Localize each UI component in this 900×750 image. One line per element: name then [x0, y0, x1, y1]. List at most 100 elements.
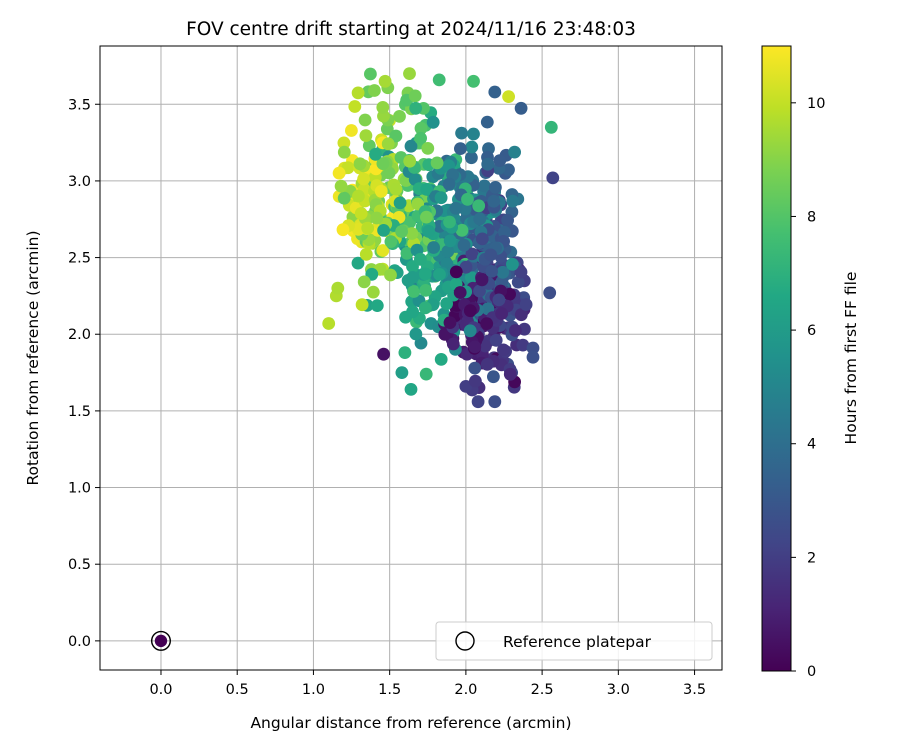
data-point — [334, 179, 348, 193]
data-points — [322, 67, 560, 409]
data-point — [393, 110, 406, 123]
data-point — [351, 86, 365, 100]
colorbar-ticks: 0 2 4 6 8 10 — [791, 96, 825, 680]
data-point — [449, 265, 463, 279]
data-point — [418, 301, 432, 315]
data-point — [493, 154, 507, 168]
data-point — [446, 337, 460, 351]
data-point — [337, 136, 351, 150]
x-axis-label: Angular distance from reference (arcmin) — [250, 714, 571, 732]
data-point — [455, 223, 469, 237]
reference-point — [154, 634, 168, 648]
data-point — [377, 347, 390, 361]
x-tick-label: 1.5 — [378, 682, 401, 698]
data-point — [331, 281, 345, 295]
y-tick-label: 0.0 — [68, 634, 91, 650]
data-point — [357, 172, 370, 186]
data-point — [406, 305, 419, 319]
data-point — [409, 327, 423, 341]
data-point — [443, 316, 457, 329]
data-point — [514, 101, 528, 115]
data-point — [430, 156, 444, 170]
y-tick-label: 2.5 — [68, 251, 91, 267]
data-point — [473, 212, 487, 226]
colorbar-gradient — [762, 46, 791, 671]
legend-marker-icon — [455, 631, 475, 651]
data-point — [514, 265, 528, 279]
data-point — [469, 374, 482, 388]
y-tick-label: 0.5 — [68, 557, 91, 573]
data-point — [336, 223, 350, 237]
data-point — [433, 268, 446, 281]
colorbar-tick-label: 6 — [807, 323, 816, 339]
x-tick-label: 2.5 — [531, 682, 554, 698]
data-point — [345, 124, 358, 137]
data-point — [508, 145, 521, 159]
y-tick-label: 2.0 — [68, 327, 91, 343]
data-point — [389, 182, 403, 196]
data-point — [461, 192, 474, 206]
y-axis-label: Rotation from reference (arcmin) — [24, 230, 42, 485]
data-point — [480, 317, 494, 330]
x-tick-label: 0.0 — [149, 682, 172, 698]
data-point — [488, 85, 502, 99]
data-point — [337, 191, 351, 205]
colorbar-frame — [761, 45, 792, 672]
data-point — [471, 395, 485, 409]
data-point — [449, 201, 463, 215]
data-point — [468, 340, 482, 354]
data-point — [440, 297, 453, 311]
colorbar: 0 2 4 6 8 10 Hours from first FF file — [761, 45, 860, 680]
data-point — [480, 115, 494, 129]
x-tick-label: 2.0 — [454, 682, 477, 698]
plot-frame — [99, 45, 723, 671]
data-point — [497, 343, 510, 357]
data-point — [459, 260, 473, 274]
data-point — [414, 252, 427, 266]
data-point — [393, 196, 407, 210]
data-point — [467, 127, 480, 141]
data-point — [487, 370, 500, 384]
data-point — [400, 247, 414, 260]
data-point — [406, 271, 420, 284]
data-point — [475, 273, 489, 287]
data-point — [496, 265, 510, 279]
data-point — [503, 367, 517, 381]
x-tick-label: 3.0 — [607, 682, 630, 698]
data-point — [348, 100, 362, 113]
y-tick-label: 1.0 — [68, 481, 91, 497]
data-point — [414, 131, 427, 145]
data-point — [384, 235, 398, 249]
data-point — [465, 247, 479, 261]
data-point — [506, 194, 520, 208]
data-point — [414, 121, 428, 135]
data-point — [472, 199, 486, 213]
data-point — [419, 367, 433, 381]
data-point — [478, 179, 491, 193]
data-point — [408, 89, 422, 103]
data-point — [546, 171, 560, 185]
data-point — [384, 268, 397, 282]
data-point — [443, 234, 457, 248]
data-point — [351, 223, 365, 236]
data-point — [480, 358, 494, 371]
data-point — [434, 191, 448, 205]
data-point — [502, 163, 515, 177]
y-tick-label: 3.0 — [68, 174, 91, 190]
data-point — [511, 275, 525, 289]
data-point — [441, 245, 455, 258]
data-point — [543, 286, 557, 300]
reference-marker — [150, 630, 171, 651]
data-point — [432, 73, 446, 87]
data-point — [366, 285, 380, 299]
data-point — [419, 284, 433, 297]
data-point — [389, 129, 403, 143]
data-point — [443, 215, 456, 229]
data-point — [364, 67, 377, 81]
data-point — [376, 101, 390, 114]
data-point — [453, 286, 467, 299]
y-tick-label: 1.5 — [68, 404, 91, 420]
data-point — [544, 120, 558, 134]
reference-ring — [150, 630, 171, 651]
